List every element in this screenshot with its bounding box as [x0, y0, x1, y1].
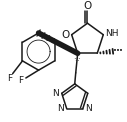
Text: N: N — [85, 104, 92, 113]
Text: N: N — [57, 104, 64, 113]
Text: .: . — [77, 52, 80, 61]
Text: •: • — [113, 48, 117, 54]
Text: F: F — [7, 74, 12, 83]
Text: .: . — [73, 52, 76, 61]
Text: .: . — [76, 54, 79, 63]
Text: O: O — [83, 1, 92, 11]
Text: .: . — [75, 52, 78, 61]
Text: •: • — [119, 48, 123, 54]
Text: O: O — [62, 30, 70, 40]
Text: •: • — [116, 48, 120, 54]
Text: N: N — [52, 89, 59, 98]
Text: .: . — [74, 54, 77, 63]
Text: NH: NH — [105, 29, 119, 38]
Text: F: F — [18, 76, 23, 85]
